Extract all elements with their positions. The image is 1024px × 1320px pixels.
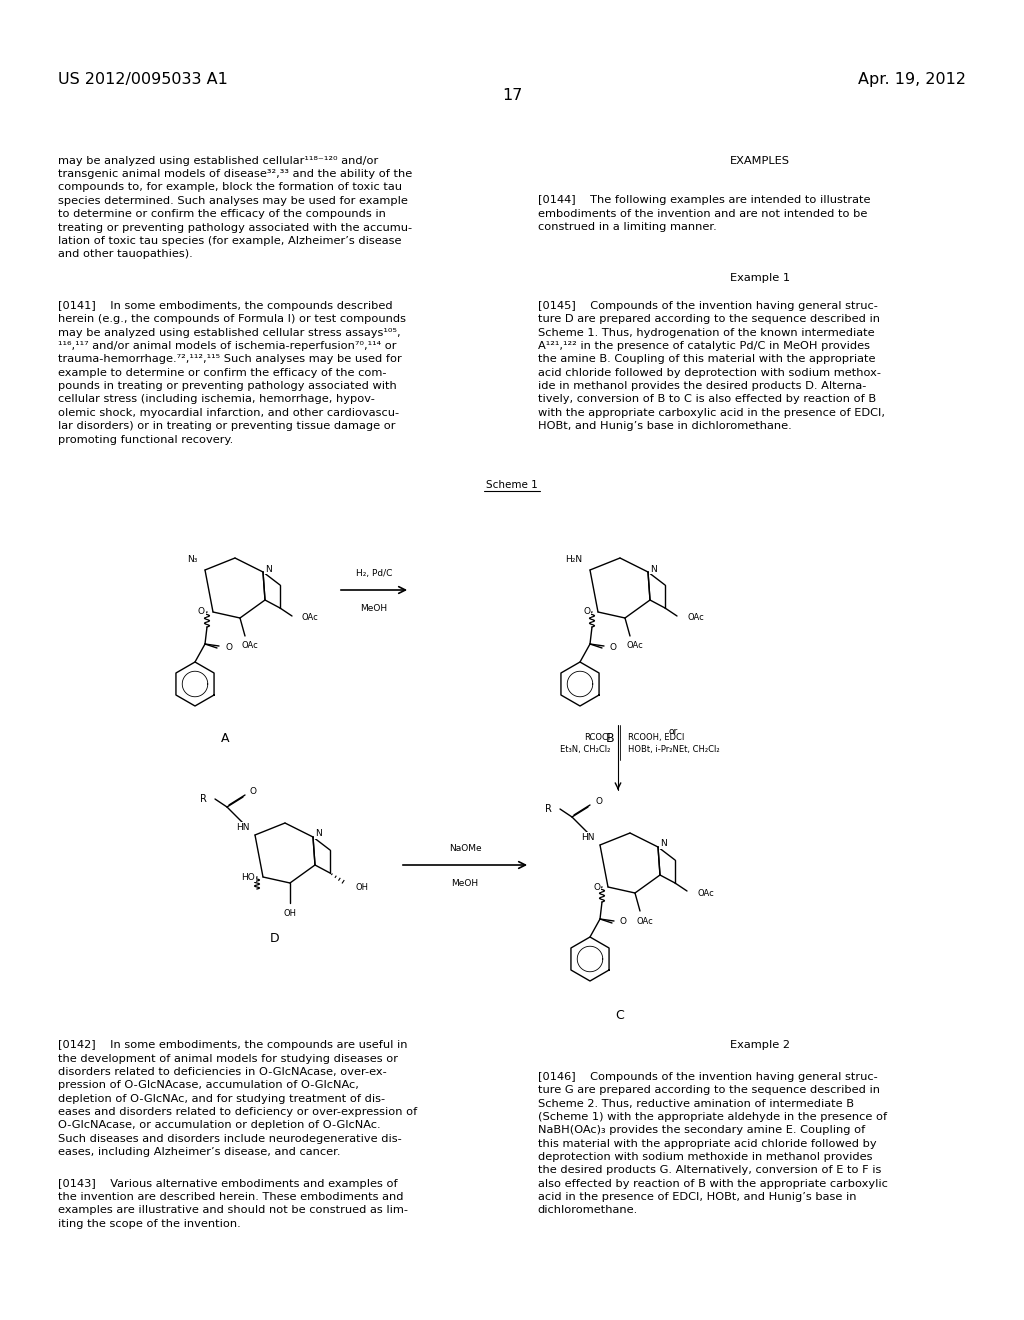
Text: [0143]    Various alternative embodiments and examples of
the invention are desc: [0143] Various alternative embodiments a… — [58, 1179, 409, 1229]
Text: Et₃N, CH₂Cl₂: Et₃N, CH₂Cl₂ — [560, 744, 610, 754]
Text: MeOH: MeOH — [360, 605, 387, 612]
Text: OAc: OAc — [627, 642, 643, 651]
Text: R: R — [200, 795, 207, 804]
Text: [0146]    Compounds of the invention having general struc-
ture G are prepared a: [0146] Compounds of the invention having… — [538, 1072, 888, 1216]
Text: B: B — [605, 733, 614, 744]
Text: [0142]    In some embodiments, the compounds are useful in
the development of an: [0142] In some embodiments, the compound… — [58, 1040, 418, 1158]
Text: D: D — [270, 932, 280, 945]
Text: O: O — [620, 917, 627, 927]
Text: HN: HN — [582, 833, 595, 842]
Text: OAc: OAc — [687, 614, 703, 623]
Text: Scheme 1: Scheme 1 — [486, 480, 538, 490]
Text: N₃: N₃ — [186, 556, 197, 565]
Text: OAc: OAc — [637, 916, 653, 925]
Text: OAc: OAc — [302, 614, 318, 623]
Text: Example 2: Example 2 — [730, 1040, 791, 1051]
Text: O: O — [225, 643, 232, 652]
Text: or: or — [669, 727, 678, 737]
Text: [0141]    In some embodiments, the compounds described
herein (e.g., the compoun: [0141] In some embodiments, the compound… — [58, 301, 407, 445]
Text: O: O — [198, 607, 205, 616]
Text: H₂N: H₂N — [565, 556, 582, 565]
Text: N: N — [315, 829, 322, 838]
Text: MeOH: MeOH — [452, 879, 478, 888]
Text: Example 1: Example 1 — [730, 273, 791, 284]
Text: H₂, Pd/C: H₂, Pd/C — [355, 569, 392, 578]
Text: RCOCl: RCOCl — [584, 733, 610, 742]
Text: A: A — [221, 733, 229, 744]
Text: RCOOH, EDCI: RCOOH, EDCI — [628, 733, 684, 742]
Text: HOBt, i-Pr₂NEt, CH₂Cl₂: HOBt, i-Pr₂NEt, CH₂Cl₂ — [628, 744, 720, 754]
Text: O: O — [593, 883, 600, 891]
Text: R: R — [545, 804, 552, 814]
Text: O: O — [595, 797, 602, 807]
Text: OAc: OAc — [697, 888, 714, 898]
Text: US 2012/0095033 A1: US 2012/0095033 A1 — [58, 73, 228, 87]
Text: N: N — [650, 565, 656, 573]
Text: OAc: OAc — [242, 642, 258, 651]
Text: HO: HO — [242, 873, 255, 882]
Text: may be analyzed using established cellular¹¹⁸⁻¹²⁰ and/or
transgenic animal model: may be analyzed using established cellul… — [58, 156, 413, 259]
Text: 17: 17 — [502, 88, 522, 103]
Text: N: N — [660, 840, 667, 849]
Text: OH: OH — [355, 883, 368, 892]
Text: HN: HN — [237, 822, 250, 832]
Text: N: N — [265, 565, 271, 573]
Text: C: C — [615, 1008, 625, 1022]
Text: O: O — [583, 607, 590, 616]
Text: EXAMPLES: EXAMPLES — [730, 156, 791, 166]
Text: O: O — [250, 788, 257, 796]
Text: [0144]    The following examples are intended to illustrate
embodiments of the i: [0144] The following examples are intend… — [538, 195, 870, 232]
Text: O: O — [610, 643, 617, 652]
Text: OH: OH — [284, 908, 297, 917]
Text: NaOMe: NaOMe — [449, 843, 481, 853]
Text: Apr. 19, 2012: Apr. 19, 2012 — [858, 73, 966, 87]
Text: [0145]    Compounds of the invention having general struc-
ture D are prepared a: [0145] Compounds of the invention having… — [538, 301, 885, 432]
